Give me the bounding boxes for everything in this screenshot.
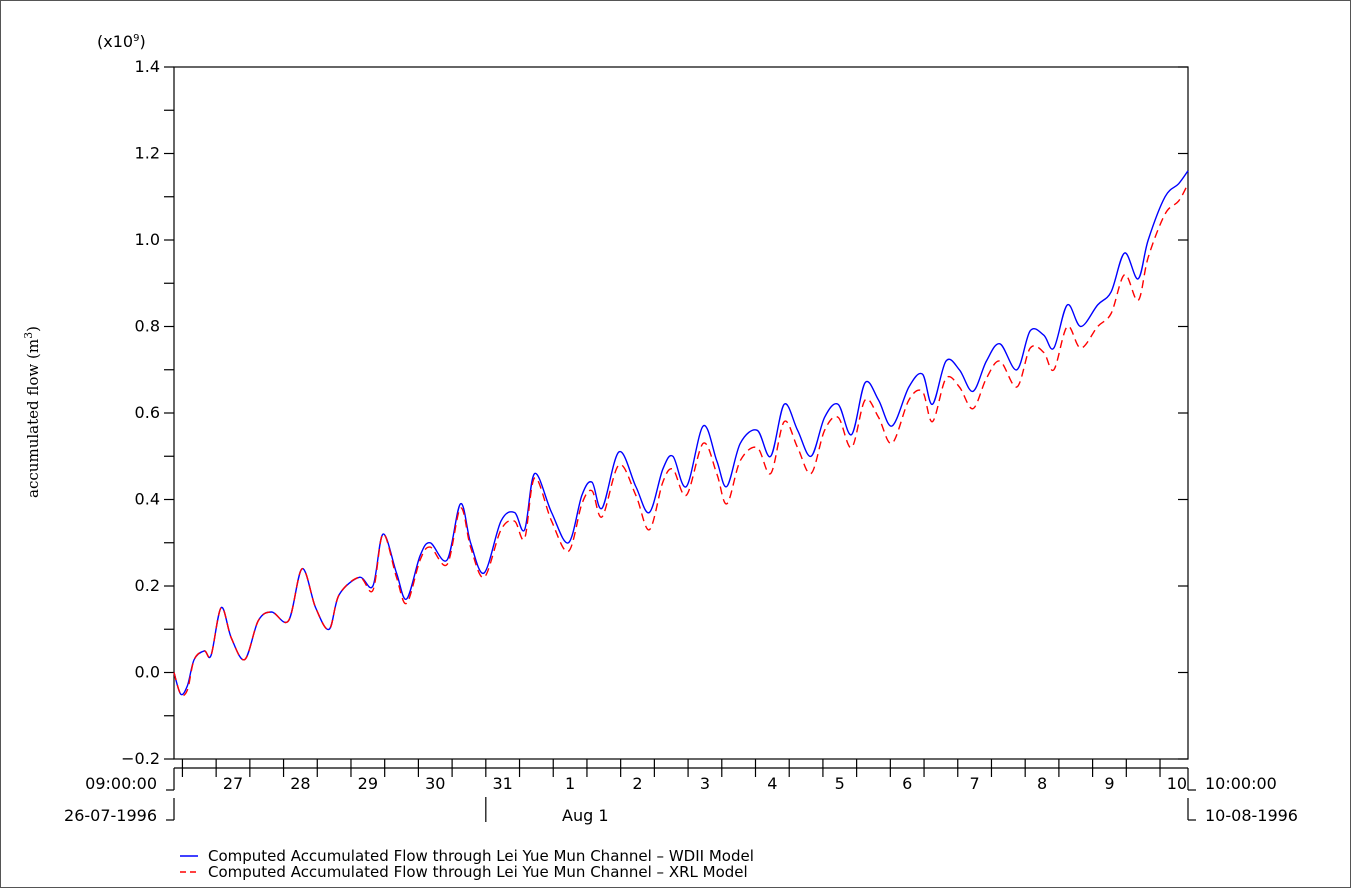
x-tick-label: 10 — [1167, 774, 1187, 793]
plot-area — [173, 66, 1189, 760]
y-tick-label: 1.4 — [135, 57, 160, 76]
x-tick-label: 31 — [492, 774, 512, 793]
y-multiplier-label: (x109) — [97, 32, 146, 51]
x-end-date: 10-08-1996 — [1205, 806, 1298, 825]
y-axis-ticks: −0.2 0.0 0.2 0.4 0.6 0.8 1.0 1.2 1.4 — [121, 57, 1188, 768]
series-layer — [173, 170, 1189, 697]
x-start-time: 09:00:00 — [85, 774, 157, 793]
x-tick-label: 30 — [425, 774, 445, 793]
legend-label-wdii: Computed Accumulated Flow through Lei Yu… — [208, 847, 754, 865]
y-tick-label: 1.2 — [135, 144, 160, 163]
series-line-wdii — [173, 170, 1189, 696]
month-marker-label: Aug 1 — [562, 806, 609, 825]
x-start-date: 26-07-1996 — [64, 806, 157, 825]
series-line-xrl — [173, 183, 1189, 697]
x-tick-label: 7 — [970, 774, 980, 793]
x-tick-label: 27 — [223, 774, 243, 793]
y-tick-label: 0.0 — [135, 663, 160, 682]
x-end-time: 10:00:00 — [1205, 774, 1277, 793]
x-tick-label: 28 — [290, 774, 310, 793]
legend-label-xrl: Computed Accumulated Flow through Lei Yu… — [208, 863, 748, 881]
x-tick-label: 6 — [902, 774, 912, 793]
y-tick-label: 0.2 — [135, 576, 160, 595]
x-tick-label: 4 — [767, 774, 777, 793]
y-tick-label: −0.2 — [121, 749, 160, 768]
y-tick-label: 1.0 — [135, 230, 160, 249]
y-tick-label: 0.8 — [135, 317, 160, 336]
x-axis-ticks: 27 28 29 30 31 1 2 3 4 5 6 7 8 9 10 — [174, 759, 1188, 793]
x-tick-label: 29 — [358, 774, 378, 793]
legend: Computed Accumulated Flow through Lei Yu… — [180, 847, 754, 881]
y-tick-label: 0.6 — [135, 403, 160, 422]
x-tick-label: 2 — [632, 774, 642, 793]
x-tick-label: 5 — [835, 774, 845, 793]
y-axis-label: accumulated flow (m3) — [22, 326, 42, 498]
x-tick-label: 3 — [700, 774, 710, 793]
y-tick-label: 0.4 — [135, 490, 160, 509]
x-tick-label: 8 — [1037, 774, 1047, 793]
x-tick-label: 1 — [565, 774, 575, 793]
x-tick-label: 9 — [1104, 774, 1114, 793]
